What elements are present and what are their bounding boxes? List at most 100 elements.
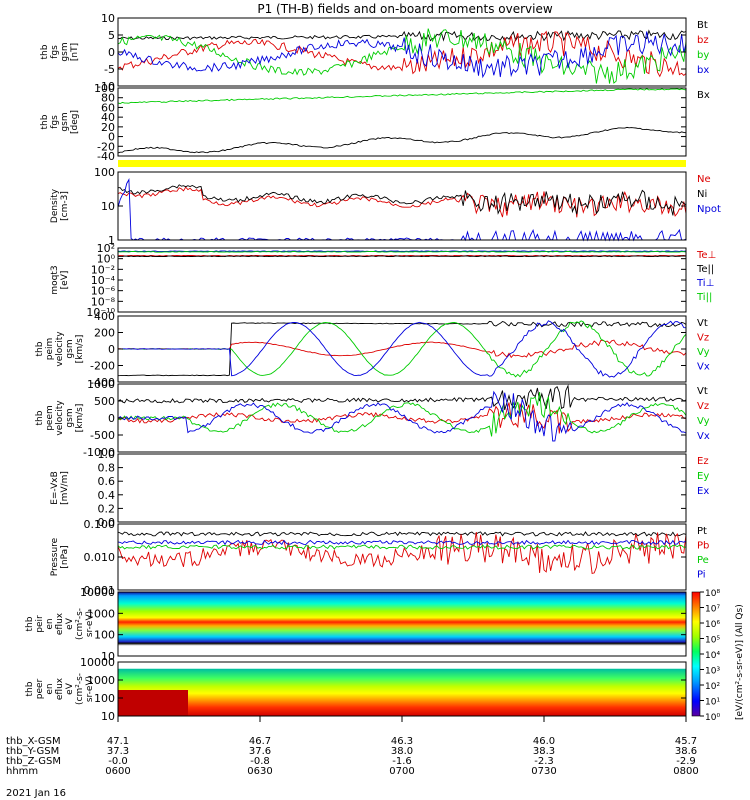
colorbar-label: [eV/(cm²-s-sr-eV)] (All Qs): [735, 604, 745, 720]
ephemeris-row-label: hhmm: [6, 766, 38, 777]
legend-te: Te||: [696, 264, 714, 275]
ylabel-line: [cm-3]: [60, 191, 70, 221]
ytick-label: 10: [101, 710, 115, 723]
ylabel-line: fgs: [50, 115, 60, 129]
legend-vx: Vx: [697, 431, 710, 442]
ylabel-line: gsm: [65, 408, 75, 427]
ephemeris-value: 45.7: [675, 736, 697, 747]
ytick-label: 80: [101, 92, 115, 105]
ytick-label: 10: [101, 650, 115, 663]
ytick-label: 500: [94, 395, 115, 408]
ylabel: moqt3 [eV]: [50, 265, 70, 294]
ephemeris-row-label: thb_Y-GSM: [6, 746, 59, 757]
ylabel-line: velocity: [55, 331, 65, 367]
ephemeris-value: 0700: [389, 766, 414, 777]
legend-bt: Bt: [697, 20, 708, 31]
ytick-label: 400: [94, 310, 115, 323]
series-line-vz: [117, 402, 687, 434]
panel-frame: [117, 453, 687, 523]
legend-ni: Ni: [697, 189, 707, 200]
date-label: 2021 Jan 16: [6, 788, 66, 799]
ytick-label: -40: [97, 150, 115, 163]
series-line-unlabeled: [117, 88, 687, 105]
ylabel-line: peim: [45, 338, 55, 361]
ylabel-line: moqt3: [50, 265, 60, 294]
panel-7: 1.00.80.60.40.20.0 E=-VxB [mV/m] Ez Ey Ex: [50, 448, 709, 529]
panel-6: 1000 500 0 -500 -1000 thb peem velocity gsm [km/s…: [35, 378, 710, 459]
panel-1: 10 5 0 -5 -10 thb fgs gsm [nT] Bt bz by bx: [40, 12, 709, 93]
ylabel: Pressure [nPa]: [50, 537, 70, 576]
ephemeris-value: 38.0: [391, 746, 413, 757]
ytick-label: 100: [94, 82, 115, 95]
panel-frame: [117, 171, 687, 241]
ylabel-line: sr-eV): [85, 676, 95, 702]
series-line-vy: [117, 392, 687, 437]
ylabel-line: eflux: [55, 612, 65, 635]
panel-8: 0.100 0.010 0.001 Pressure [nPa] Pt Pb Pe Pi: [50, 518, 709, 597]
panel-10: 10000 1000 100 10 thb peer en eflux eV (cm²-s-sr-…: [25, 656, 687, 723]
ytick-label: 10000: [80, 586, 115, 599]
ytick-label: 0.2: [98, 502, 116, 515]
ylabel-line: en: [45, 618, 55, 629]
ylabel-line: sr-eV): [85, 611, 95, 637]
ylabel: thb peer en eflux eV (cm²-s-sr-eV): [25, 673, 95, 705]
ytick-label: 10000: [80, 656, 115, 669]
ylabel-line: eflux: [55, 677, 65, 700]
legend-ey: Ey: [697, 471, 709, 482]
ylabel: thb fgs gsm [deg]: [40, 110, 80, 134]
ytick-label: 0.0: [98, 516, 116, 529]
panel-frame: [117, 87, 687, 157]
ylabel-line: peer: [35, 678, 45, 699]
colorbar-tick-label: 10²: [705, 682, 720, 692]
colorbar-tick-label: 10⁴: [705, 651, 720, 661]
ylabel-line: Pressure: [50, 537, 60, 576]
ytick-label: 10⁻⁸: [91, 295, 116, 308]
ytick-label: 40: [101, 111, 115, 124]
ylabel-line: thb: [40, 44, 50, 59]
ytick-label: 10⁻⁶: [91, 285, 116, 298]
ephemeris-value: 0730: [531, 766, 556, 777]
series-line-bx: [117, 31, 687, 79]
ytick-label: 100: [94, 629, 115, 642]
ytick-label: 1000: [87, 607, 115, 620]
ytick-label: 1000: [87, 378, 115, 391]
ylabel-line: thb: [35, 341, 45, 356]
series-line-pb: [117, 532, 687, 574]
ephemeris-value: -1.6: [392, 756, 412, 767]
ytick-label: 60: [101, 101, 115, 114]
ytick-label: 20: [101, 121, 115, 134]
ylabel-line: [mV/m]: [60, 471, 70, 505]
ytick-label: -400: [90, 376, 115, 389]
ylabel-line: [nPa]: [60, 545, 70, 568]
ytick-label: 0.8: [98, 462, 116, 475]
ephemeris-value: -2.3: [534, 756, 554, 767]
series-line-ne: [117, 186, 687, 218]
ylabel-line: thb: [35, 410, 45, 425]
ytick-label: 0.010: [84, 551, 116, 564]
ephemeris-value: 0630: [247, 766, 272, 777]
ytick-label: 0.4: [98, 489, 116, 502]
ylabel: Density [cm-3]: [50, 188, 70, 223]
panel-frame: [117, 591, 687, 657]
ephemeris-value: 37.6: [249, 746, 271, 757]
series-line-vx: [117, 320, 687, 378]
series-line-te: [117, 255, 686, 258]
legend-ne: Ne: [697, 174, 711, 185]
ylabel-line: eV: [65, 617, 75, 630]
series-line-te: [117, 254, 687, 257]
ytick-label: 10⁻⁴: [91, 274, 116, 287]
ephemeris-row-label: thb_X-GSM: [6, 736, 61, 747]
data-gap-band: [118, 160, 686, 167]
legend-vt: Vt: [697, 386, 708, 397]
ephemeris-row-label: thb_Z-GSM: [6, 756, 61, 767]
panel-9: 10000 1000 100 10 thb peir en eflux eV (cm²-s-sr-…: [25, 586, 687, 663]
series-line-bx: [117, 126, 687, 154]
colorbar-tick-label: 10⁶: [705, 620, 720, 630]
ylabel-line: [km/s]: [75, 404, 85, 433]
colorbar-scale: [691, 591, 701, 717]
ephemeris-value: -0.0: [108, 756, 128, 767]
ytick-label: 10²: [97, 242, 115, 255]
ephemeris-value: 38.3: [533, 746, 555, 757]
legend-bx: bx: [697, 65, 709, 76]
